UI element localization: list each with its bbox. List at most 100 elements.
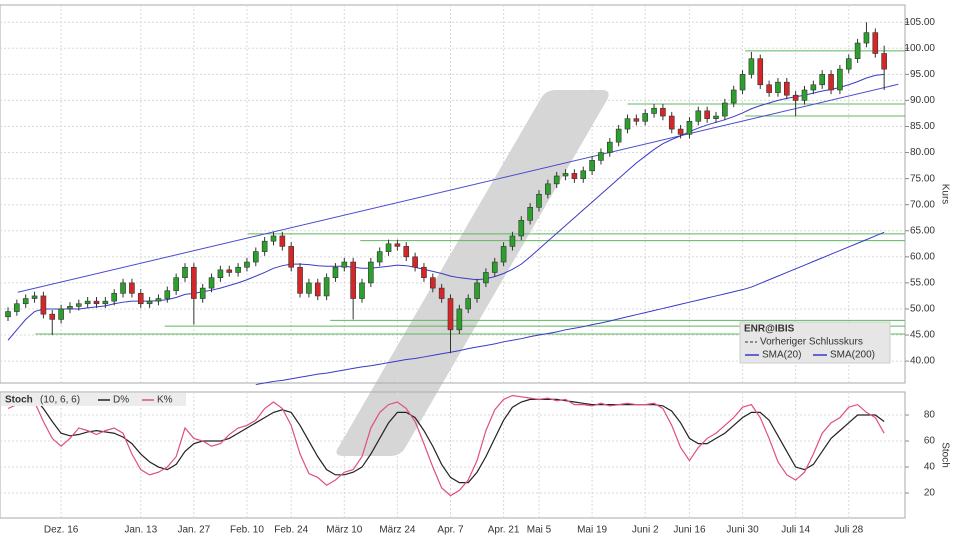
legend-title: Stoch [5, 395, 33, 406]
candle-body [111, 293, 117, 302]
legend-box [1, 393, 186, 406]
candle-body [668, 115, 675, 130]
x-tick-label: Juni 2 [632, 525, 659, 536]
candle-body [624, 118, 631, 130]
x-tick-label: Juli 14 [781, 525, 810, 536]
legend-entry: Vorheriger Schlusskurs [760, 337, 863, 348]
candle-body [102, 300, 109, 305]
candle-body [633, 118, 640, 122]
candle-body [660, 107, 666, 117]
candle-body [208, 277, 215, 289]
candle-body [120, 282, 126, 294]
x-tick-label: Mai 5 [527, 525, 552, 536]
candle-body [571, 173, 578, 179]
y-tick-label: 20 [924, 488, 936, 499]
candle-body [199, 287, 206, 299]
candle-body [766, 84, 772, 93]
legend-title: ENR@IBIS [744, 324, 795, 335]
candle-body [509, 235, 516, 247]
y-axis-label: Kurs [939, 184, 950, 205]
candle-body [226, 269, 233, 273]
candle-body [553, 175, 560, 185]
candle-body [819, 74, 826, 86]
y-tick-label: 45.00 [910, 330, 935, 341]
candle-body [350, 261, 356, 299]
candle-body [775, 81, 781, 93]
candle-body [863, 32, 870, 44]
x-tick-label: Feb. 24 [274, 525, 308, 536]
candle-body [279, 235, 286, 247]
y-tick-label: 60 [924, 436, 936, 447]
legend-entry: SMA(20) [762, 350, 801, 361]
candle-body [76, 303, 82, 307]
candle-body [500, 246, 507, 263]
candle-body [368, 261, 374, 284]
y-tick-label: 80.00 [910, 147, 935, 158]
legend-box [739, 321, 891, 364]
candle-body [686, 120, 693, 135]
candle-body [792, 94, 799, 101]
candle-body [5, 311, 11, 318]
x-tick-label: Jan. 27 [177, 525, 210, 536]
candle-body [376, 251, 383, 263]
series-line [7, 73, 885, 341]
candle-body [412, 256, 418, 268]
x-tick-label: Apr. 7 [437, 525, 464, 536]
candle-body [394, 243, 401, 247]
candle-body [757, 58, 764, 86]
x-tick-label: Juni 30 [726, 525, 759, 536]
candle-body [314, 282, 321, 297]
candle-body [421, 266, 427, 278]
y-tick-label: 105.00 [904, 17, 935, 28]
x-tick-label: Mai 19 [577, 525, 607, 536]
candle-body [429, 277, 436, 289]
candle-body [730, 89, 737, 104]
candle-body [341, 261, 348, 268]
candle-body [403, 246, 410, 258]
y-tick-label: 100.00 [904, 43, 935, 54]
candle-body [182, 266, 188, 278]
legend-subtitle: (10, 6, 6) [40, 395, 80, 406]
candle-body [527, 206, 533, 221]
candle-body [385, 243, 392, 252]
candle-body [40, 295, 47, 315]
candle-body [713, 115, 719, 119]
y-tick-label: 50.00 [910, 304, 935, 315]
candle-body [146, 300, 153, 305]
candle-body [483, 272, 489, 284]
candle-body [137, 293, 144, 305]
candle-body [217, 269, 224, 278]
candle-body [562, 173, 569, 177]
x-tick-label: März 10 [326, 525, 363, 536]
candle-body [651, 107, 657, 114]
candle-body [438, 287, 445, 299]
x-tick-label: Juli 28 [834, 525, 863, 536]
y-axis-label: Stoch [939, 442, 950, 468]
candle-body [642, 113, 649, 122]
trend-line [17, 83, 899, 293]
y-tick-label: 75.00 [910, 173, 935, 184]
y-tick-label: 85.00 [910, 121, 935, 132]
candle-body [828, 74, 834, 91]
candle-body [235, 266, 241, 273]
candle-body [288, 246, 295, 268]
plot-area [0, 391, 906, 519]
candle-body [93, 300, 100, 305]
y-tick-label: 40.00 [910, 356, 935, 367]
candle-body [545, 183, 551, 195]
candle-body [854, 42, 861, 60]
candle-body [536, 193, 542, 208]
legend-entry: K% [157, 395, 173, 406]
candle-body [359, 282, 365, 299]
y-tick-label: 95.00 [910, 69, 935, 80]
candle-body [465, 298, 472, 310]
candle-body [84, 300, 91, 305]
x-tick-label: März 24 [379, 525, 416, 536]
candle-body [332, 266, 339, 278]
candle-body [22, 298, 29, 305]
candle-body [456, 308, 463, 331]
candle-body [491, 261, 498, 273]
x-tick-label: Apr. 21 [488, 525, 520, 536]
candle-body [872, 32, 879, 54]
candle-body [306, 282, 312, 294]
